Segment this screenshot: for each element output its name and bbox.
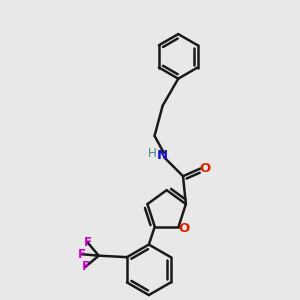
Text: N: N bbox=[156, 149, 167, 162]
Text: F: F bbox=[82, 260, 89, 273]
Text: F: F bbox=[84, 236, 92, 249]
Text: O: O bbox=[200, 162, 211, 175]
Text: H: H bbox=[148, 147, 157, 160]
Text: F: F bbox=[77, 248, 86, 261]
Text: O: O bbox=[178, 222, 190, 235]
